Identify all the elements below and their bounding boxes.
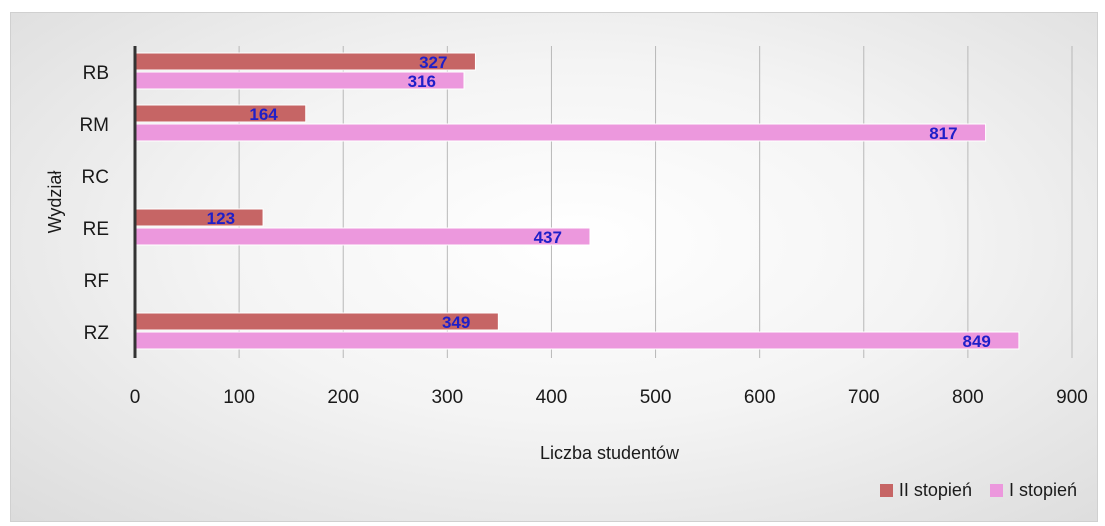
x-tick-label: 100 xyxy=(223,387,255,408)
bar xyxy=(134,123,987,142)
x-tick-label: 900 xyxy=(1056,387,1088,408)
bar xyxy=(134,227,591,246)
data-label: 164 xyxy=(249,105,278,124)
y-tick-label: RB xyxy=(83,63,109,84)
x-tick-label: 500 xyxy=(640,387,672,408)
x-tick-label: 200 xyxy=(327,387,359,408)
x-tick-label: 800 xyxy=(952,387,984,408)
x-tick-label: 600 xyxy=(744,387,776,408)
y-tick-label: RF xyxy=(84,271,109,292)
chart-area: 327 316 RB 164 817 RM RC 123 437 RE RF 349 849 RZ 0 100… xyxy=(10,12,1098,522)
legend-item-series-2: I stopień xyxy=(989,480,1077,501)
legend-item-series-1: II stopień xyxy=(879,480,972,501)
x-tick-label: 0 xyxy=(130,387,141,408)
y-tick-label: RE xyxy=(83,219,109,240)
legend-label-series-2: I stopień xyxy=(1008,480,1077,500)
data-label: 123 xyxy=(207,209,235,228)
x-tick-label: 700 xyxy=(848,387,880,408)
data-label: 327 xyxy=(419,53,447,72)
data-label: 349 xyxy=(442,313,470,332)
y-tick-label: RZ xyxy=(84,323,110,344)
x-axis-title: Liczba studentów xyxy=(540,443,680,463)
legend-label-series-1: II stopień xyxy=(898,480,972,500)
x-tick-label: 400 xyxy=(536,387,568,408)
bar xyxy=(134,104,307,123)
bar xyxy=(134,208,264,227)
data-label: 316 xyxy=(408,72,436,91)
x-tick-label: 300 xyxy=(431,387,463,408)
y-axis-title: Wydział xyxy=(45,171,65,234)
y-tick-label: RM xyxy=(79,115,109,136)
data-label: 849 xyxy=(963,332,991,351)
data-label: 437 xyxy=(534,228,562,247)
bar xyxy=(134,331,1020,350)
data-label: 817 xyxy=(929,124,957,143)
y-tick-label: RC xyxy=(82,167,109,188)
legend-swatch-series-2 xyxy=(989,484,1003,497)
legend: II stopień I stopień xyxy=(879,480,1077,501)
legend-swatch-series-1 xyxy=(879,484,893,497)
